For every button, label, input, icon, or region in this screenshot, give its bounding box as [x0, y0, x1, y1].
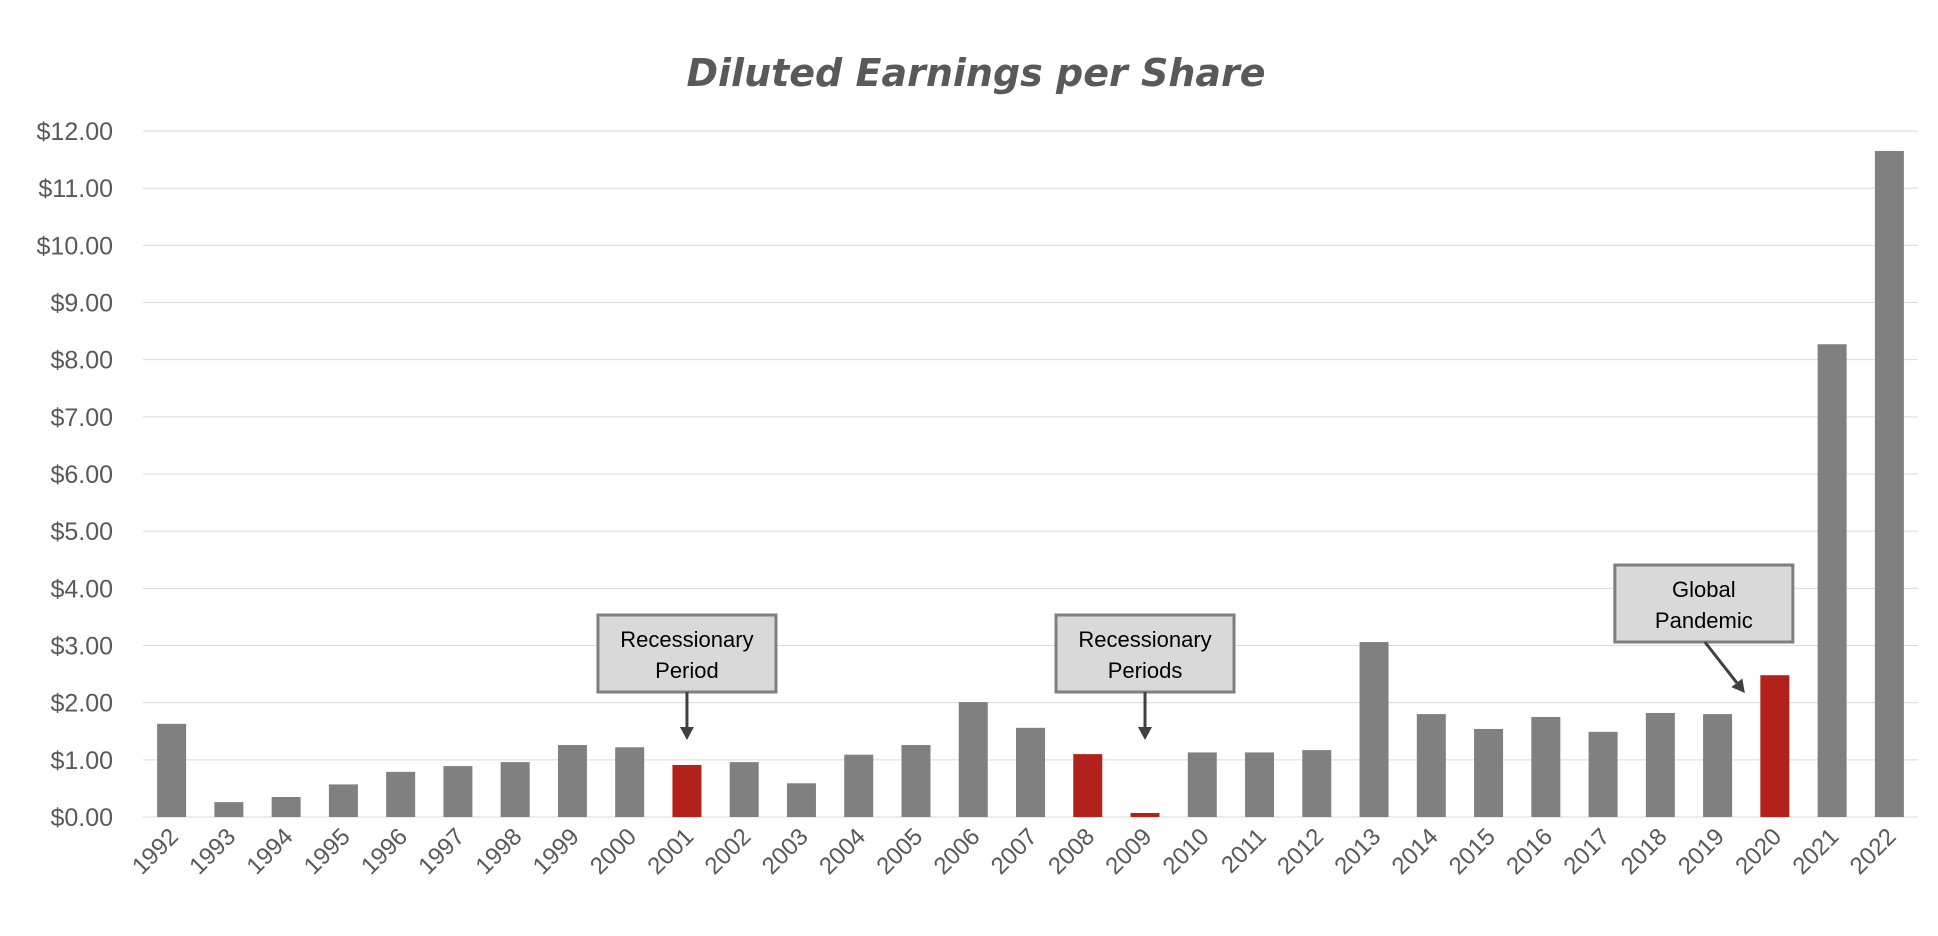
- callout-box: [1613, 563, 1795, 644]
- x-tick-label: 1992: [127, 823, 184, 880]
- bar-2010: [1187, 752, 1217, 817]
- x-tick-label: 1995: [299, 823, 356, 880]
- bar-2002: [729, 762, 759, 817]
- bar-1993: [214, 802, 244, 817]
- bar-2020: [1760, 675, 1790, 817]
- y-tick-label: $7.00: [50, 404, 113, 432]
- x-tick-label: 2014: [1387, 823, 1444, 880]
- bar-2004: [844, 754, 874, 817]
- x-tick-label: 2016: [1501, 823, 1558, 880]
- x-tick-label: 2020: [1730, 823, 1787, 880]
- x-axis-tick-labels: 1992 1993 1994 1995 1996 1997 1998 1999 2000 2001…: [127, 823, 1902, 880]
- x-tick-label: 1994: [242, 823, 299, 880]
- y-tick-label: $2.00: [50, 690, 113, 718]
- x-tick-label: 2009: [1100, 823, 1157, 880]
- bar-2022: [1874, 151, 1904, 818]
- callout-text: Periods: [1108, 658, 1183, 683]
- x-tick-label: 2021: [1788, 823, 1845, 880]
- chart-title: Diluted Earnings per Share: [686, 51, 1265, 95]
- x-tick-label: 2005: [871, 823, 928, 880]
- callout-2001: Recessionary Period: [596, 613, 778, 740]
- y-tick-label: $5.00: [50, 518, 113, 546]
- bar-2017: [1588, 731, 1618, 817]
- bar-2015: [1474, 728, 1504, 817]
- callout-text: Recessionary: [1078, 627, 1211, 652]
- annotations: Recessionary Period Recessionary Periods Glo…: [596, 563, 1795, 740]
- bar-1997: [443, 766, 473, 817]
- x-tick-label: 2013: [1329, 823, 1386, 880]
- y-tick-label: $4.00: [50, 575, 113, 603]
- bar-2012: [1302, 750, 1332, 817]
- bar-1994: [271, 796, 301, 817]
- bar-2003: [786, 783, 816, 817]
- callout-text: Period: [655, 658, 719, 683]
- gridlines: [143, 130, 1918, 818]
- bar-2013: [1359, 642, 1389, 817]
- y-tick-label: $6.00: [50, 461, 113, 489]
- bar-2000: [615, 747, 645, 817]
- y-tick-label: $11.00: [38, 175, 113, 203]
- arrow-head: [1731, 678, 1745, 693]
- bar-1998: [500, 762, 530, 817]
- x-tick-label: 2022: [1845, 823, 1902, 880]
- bar-1992: [157, 723, 187, 817]
- x-tick-label: 2007: [986, 823, 1043, 880]
- bar-2008: [1073, 754, 1103, 817]
- y-tick-label: $0.00: [50, 804, 113, 832]
- x-tick-label: 2003: [757, 823, 814, 880]
- bar-2019: [1703, 714, 1733, 817]
- callout-2009: Recessionary Periods: [1054, 613, 1236, 740]
- y-tick-label: $8.00: [50, 347, 113, 375]
- y-axis-tick-labels: $0.00 $1.00 $2.00 $3.00 $4.00 $5.00 $6.00 $7.00…: [37, 118, 113, 832]
- bar-2016: [1531, 716, 1561, 817]
- y-tick-label: $9.00: [50, 290, 113, 318]
- x-tick-label: 2012: [1272, 823, 1329, 880]
- arrow-head: [1138, 727, 1153, 740]
- x-tick-label: 2018: [1616, 823, 1673, 880]
- bar-2007: [1016, 727, 1045, 817]
- x-tick-label: 2008: [1043, 823, 1100, 880]
- x-tick-label: 2019: [1673, 823, 1730, 880]
- x-tick-label: 2011: [1216, 823, 1272, 879]
- y-tick-label: $1.00: [50, 747, 113, 775]
- bar-2009: [1130, 812, 1160, 817]
- bar-1999: [557, 744, 587, 817]
- y-tick-label: $12.00: [37, 118, 113, 146]
- bar-1995: [328, 784, 358, 817]
- x-tick-label: 1998: [471, 823, 528, 880]
- x-tick-label: 2015: [1444, 823, 1501, 880]
- arrow-head: [679, 727, 694, 740]
- callout-arrow: [1703, 641, 1739, 684]
- x-tick-label: 2010: [1158, 823, 1215, 880]
- y-tick-label: $3.00: [50, 633, 113, 661]
- x-tick-label: 1993: [184, 823, 241, 880]
- bar-2021: [1817, 344, 1847, 817]
- x-tick-label: 2002: [700, 823, 757, 880]
- bar-2005: [901, 744, 931, 817]
- callout-box: [1054, 613, 1236, 694]
- callout-box: [596, 613, 778, 694]
- callout-text: Global: [1672, 577, 1736, 602]
- x-tick-label: 1999: [528, 823, 585, 880]
- x-tick-label: 1996: [356, 823, 413, 880]
- x-tick-label: 2001: [642, 823, 699, 880]
- bar-2014: [1416, 714, 1446, 817]
- bar-1996: [386, 771, 416, 817]
- bar-2011: [1245, 752, 1275, 817]
- callout-text: Recessionary: [620, 627, 753, 652]
- bars: [157, 151, 1904, 818]
- bar-2001: [672, 764, 702, 817]
- callout-text: Pandemic: [1655, 608, 1753, 633]
- y-tick-label: $10.00: [37, 232, 113, 260]
- x-tick-label: 2000: [585, 823, 642, 880]
- x-tick-label: 2006: [929, 823, 986, 880]
- bar-2006: [958, 702, 988, 817]
- bar-2018: [1645, 712, 1675, 817]
- x-tick-label: 1997: [413, 823, 470, 880]
- x-tick-label: 2017: [1558, 823, 1615, 880]
- x-tick-label: 2004: [814, 823, 871, 880]
- callout-2020: Global Pandemic: [1613, 563, 1795, 693]
